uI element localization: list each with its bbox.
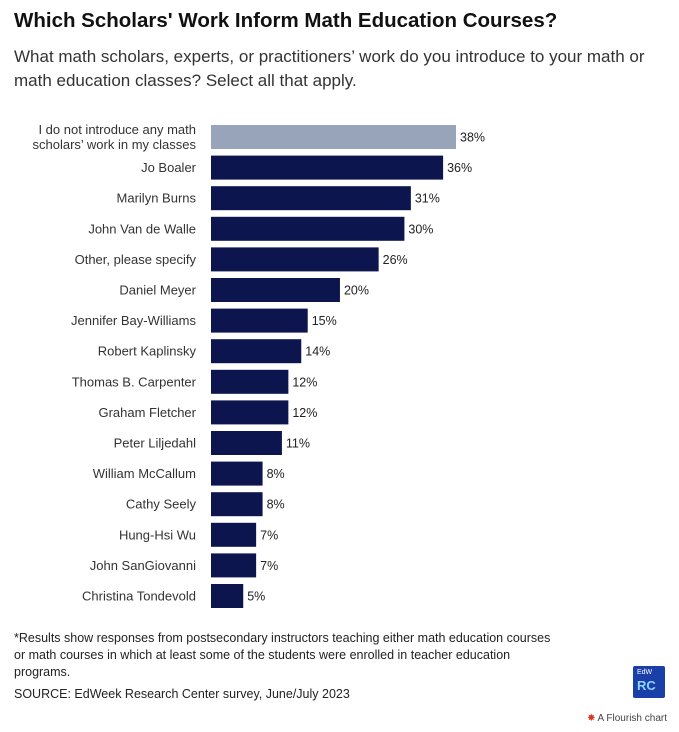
value-label-8: 12%	[292, 375, 317, 389]
bar-6[interactable]	[211, 308, 308, 333]
category-label-4: Other, please specify	[75, 252, 197, 267]
bar-12[interactable]	[211, 492, 263, 517]
chart-title: Which Scholars' Work Inform Math Educati…	[14, 9, 558, 32]
category-label-1: Jo Boaler	[141, 160, 197, 175]
category-label-line: Other, please specify	[75, 252, 197, 267]
value-label-9: 12%	[292, 406, 317, 420]
flourish-credit-text: A Flourish chart	[597, 713, 667, 724]
edweek-rc-logo: EdW RC	[633, 666, 665, 698]
bar-15[interactable]	[211, 584, 244, 608]
category-label-3: John Van de Walle	[88, 221, 196, 236]
category-label-11: William McCallum	[93, 466, 196, 481]
category-label-line: John Van de Walle	[88, 221, 196, 236]
category-label-9: Graham Fletcher	[98, 405, 196, 420]
bar-8[interactable]	[211, 369, 289, 394]
category-label-line: William McCallum	[93, 466, 196, 481]
bar-1[interactable]	[211, 155, 444, 180]
category-label-line: I do not introduce any math	[38, 122, 196, 137]
bar-9[interactable]	[211, 400, 289, 425]
logo-line-2: RC	[637, 678, 656, 693]
value-label-13: 7%	[260, 528, 278, 542]
chart-subtitle: What math scholars, experts, or practiti…	[14, 47, 645, 90]
category-label-line: scholars’ work in my classes	[32, 137, 196, 152]
value-label-7: 14%	[305, 345, 330, 359]
bar-5[interactable]	[211, 278, 340, 302]
category-label-0: I do not introduce any math scholars’ wor…	[32, 122, 196, 152]
value-label-0: 38%	[460, 131, 485, 145]
category-label-13: Hung-Hsi Wu	[119, 527, 196, 542]
category-label-line: Daniel Meyer	[119, 283, 196, 298]
bar-10[interactable]	[211, 431, 282, 455]
value-label-15: 5%	[247, 590, 265, 604]
value-label-5: 20%	[344, 284, 369, 298]
value-label-1: 36%	[447, 161, 472, 175]
category-label-line: Cathy Seely	[126, 497, 197, 512]
category-label-line: Jennifer Bay-Williams	[71, 313, 196, 328]
category-label-5: Daniel Meyer	[119, 283, 196, 298]
category-label-line: Hung-Hsi Wu	[119, 527, 196, 542]
bar-14[interactable]	[211, 553, 257, 578]
value-label-14: 7%	[260, 559, 278, 573]
category-label-10: Peter Liljedahl	[114, 436, 196, 451]
category-label-14: John SanGiovanni	[90, 558, 196, 573]
category-label-6: Jennifer Bay-Williams	[71, 313, 196, 328]
value-label-4: 26%	[383, 253, 408, 267]
bar-13[interactable]	[211, 522, 257, 547]
category-label-line: Jo Boaler	[141, 160, 197, 175]
footnote: *Results show responses from postseconda…	[14, 631, 551, 679]
category-label-2: Marilyn Burns	[117, 191, 197, 206]
value-label-10: 11%	[286, 437, 310, 451]
bar-0[interactable]	[211, 125, 456, 149]
category-label-8: Thomas B. Carpenter	[72, 374, 197, 389]
category-label-7: Robert Kaplinsky	[98, 344, 197, 359]
source-note: SOURCE: EdWeek Research Center survey, J…	[14, 687, 350, 701]
bar-11[interactable]	[211, 461, 263, 486]
category-label-line: John SanGiovanni	[90, 558, 196, 573]
bar-chart: 38% I do not introduce any math scholars’ …	[32, 122, 485, 608]
bar-3[interactable]	[211, 216, 405, 241]
category-label-line: Robert Kaplinsky	[98, 344, 197, 359]
category-label-line: Marilyn Burns	[117, 191, 197, 206]
category-label-line: Thomas B. Carpenter	[72, 374, 197, 389]
value-label-2: 31%	[415, 192, 440, 206]
logo-line-1: EdW	[637, 669, 653, 676]
bar-4[interactable]	[211, 247, 379, 272]
category-label-12: Cathy Seely	[126, 497, 197, 512]
flourish-star-icon: ✸	[587, 713, 596, 724]
value-label-12: 8%	[267, 498, 285, 512]
value-label-11: 8%	[267, 467, 285, 481]
flourish-credit-link[interactable]: ✸ A Flourish chart	[587, 713, 667, 725]
value-label-3: 30%	[408, 222, 433, 236]
category-label-line: Graham Fletcher	[98, 405, 196, 420]
bar-7[interactable]	[211, 339, 302, 364]
category-label-line: Peter Liljedahl	[114, 436, 196, 451]
value-label-6: 15%	[312, 314, 337, 328]
bar-2[interactable]	[211, 186, 411, 211]
category-label-15: Christina Tondevold	[82, 589, 196, 604]
category-label-line: Christina Tondevold	[82, 589, 196, 604]
